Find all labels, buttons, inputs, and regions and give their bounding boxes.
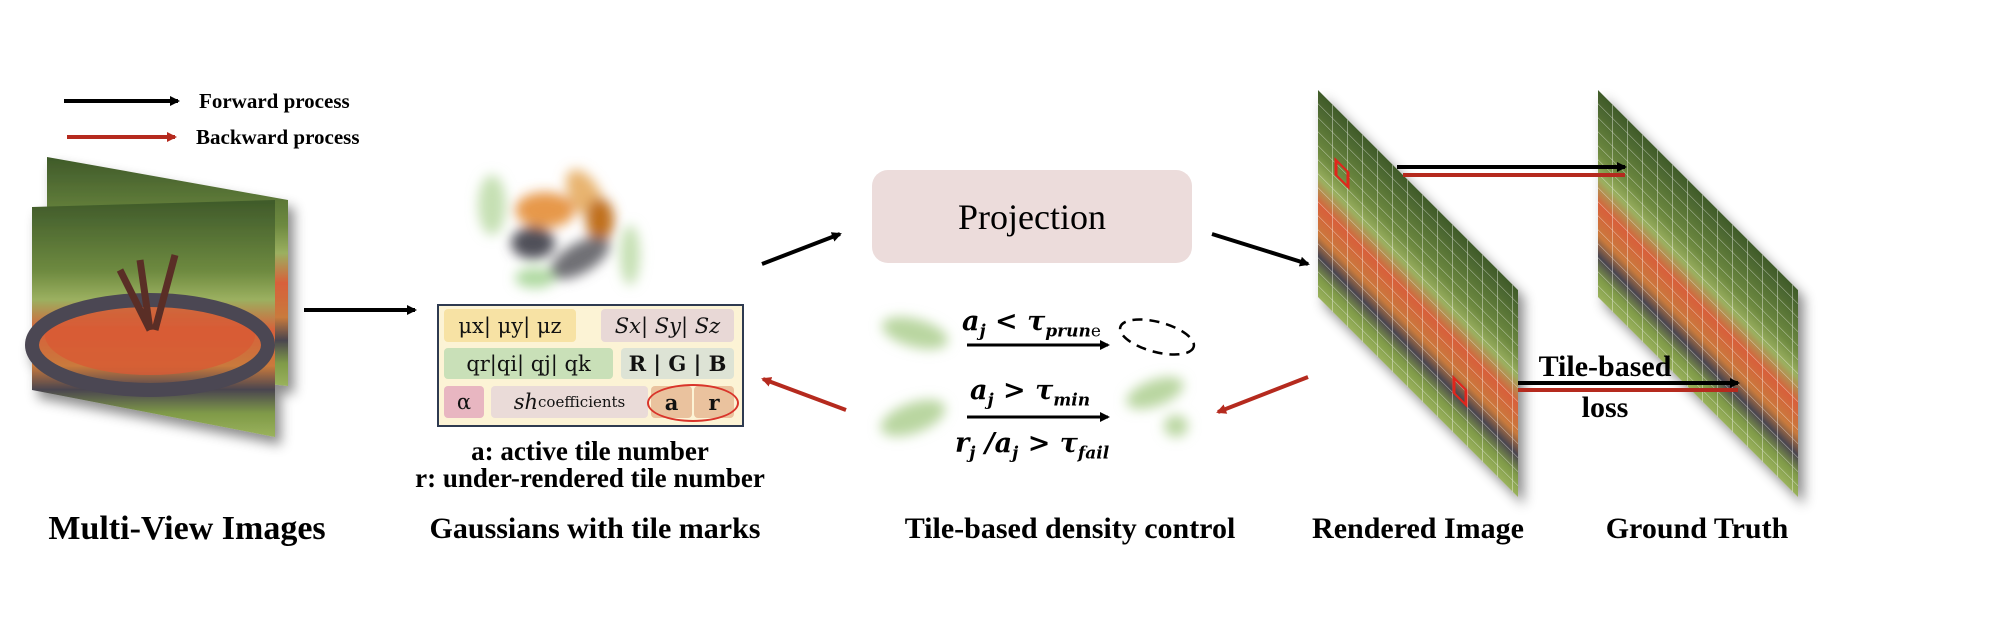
gaussian-blob — [515, 192, 575, 228]
opacity-cell: α — [444, 386, 484, 418]
projection-box: Projection — [872, 170, 1192, 263]
density-gaussians — [880, 316, 1188, 437]
gaussian-attribute-table: μx| μy| μz Sx| Sy| Sz qr|qi| qj| qk R | … — [437, 304, 744, 427]
gaussian-blob — [881, 316, 949, 350]
plant-stems — [116, 254, 179, 332]
caption-rendered-image: Rendered Image — [1312, 512, 1524, 545]
projection-label: Projection — [958, 196, 1106, 237]
math-symbol: a — [962, 306, 980, 337]
caption-gaussians: Gaussians with tile marks — [429, 512, 761, 545]
densify-condition-fail: rj /aj > τfail — [955, 428, 1109, 463]
backward-arrow-rendered-to-density — [1216, 375, 1309, 414]
loss-label-line1: Tile-based — [1538, 350, 1672, 383]
flowerbed — [45, 295, 255, 375]
math-subscript: e — [1090, 321, 1101, 342]
arrow-gaussians-to-projection — [761, 232, 842, 266]
math-operator: < τ — [985, 306, 1046, 337]
math-subscript: j — [979, 321, 986, 342]
gaussian-blob — [880, 399, 946, 437]
math-operator: > τ — [1018, 428, 1078, 459]
tile-marks-highlight-ring — [647, 384, 739, 422]
prune-condition: aj < τprune — [962, 306, 1101, 341]
forward-legend-label: Forward process — [199, 89, 350, 113]
position-cell: μx| μy| μz — [444, 309, 576, 342]
tile-mark-top — [1334, 157, 1350, 190]
gaussian-blob — [515, 268, 555, 288]
densify-condition-active: aj > τmin — [970, 375, 1090, 410]
ground-truth-image — [1598, 90, 1798, 497]
math-symbol: r — [955, 428, 970, 459]
gaussian-blob — [511, 227, 555, 259]
tile-grid — [1598, 90, 1798, 497]
under-rendered-tile-note: r: under-rendered tile number — [415, 463, 765, 493]
pruned-gaussian-outline — [1118, 318, 1196, 356]
math-subscript: prun — [1045, 321, 1091, 342]
math-symbol: /a — [975, 428, 1013, 459]
math-operator: > τ — [993, 375, 1054, 406]
caption-ground-truth: Ground Truth — [1605, 512, 1789, 545]
sh-label: sh — [513, 390, 539, 414]
math-subscript: fail — [1077, 443, 1110, 464]
loss-label-line2: loss — [1581, 391, 1629, 424]
active-tile-note: a: active tile number — [471, 436, 709, 466]
caption-multi-view-images: Multi-View Images — [48, 510, 326, 547]
arrow-projection-to-rendered — [1211, 232, 1310, 267]
gaussian-blob — [1126, 377, 1184, 409]
sh-subscript: coefficients — [538, 393, 626, 411]
math-subscript: min — [1053, 390, 1091, 411]
math-subscript: j — [1012, 443, 1019, 464]
scale-cell: Sx| Sy| Sz — [601, 309, 734, 342]
rendered-image — [1318, 90, 1518, 497]
tile-grid — [1318, 90, 1518, 497]
color-cell: R | G | B — [621, 348, 734, 379]
gaussian-blob — [1164, 415, 1188, 437]
math-subscript: j — [987, 390, 994, 411]
multi-view-photos — [25, 157, 288, 437]
backward-legend-label: Backward process — [196, 125, 360, 149]
gaussian-blob — [586, 198, 614, 242]
rotation-cell: qr|qi| qj| qk — [444, 348, 613, 379]
sh-cell: sh coefficients — [491, 386, 648, 418]
math-subscript: j — [969, 443, 976, 464]
gaussian-cluster — [478, 169, 640, 288]
math-symbol: a — [970, 375, 988, 406]
flowerbed-border — [25, 293, 275, 397]
gaussian-blob — [620, 225, 640, 285]
backward-arrow-density-to-gaussians — [761, 377, 847, 412]
caption-density-control: Tile-based density control — [904, 512, 1236, 545]
gaussian-blob — [550, 237, 610, 279]
gaussian-blob — [478, 175, 506, 235]
tile-mark-bottom — [1452, 375, 1468, 408]
